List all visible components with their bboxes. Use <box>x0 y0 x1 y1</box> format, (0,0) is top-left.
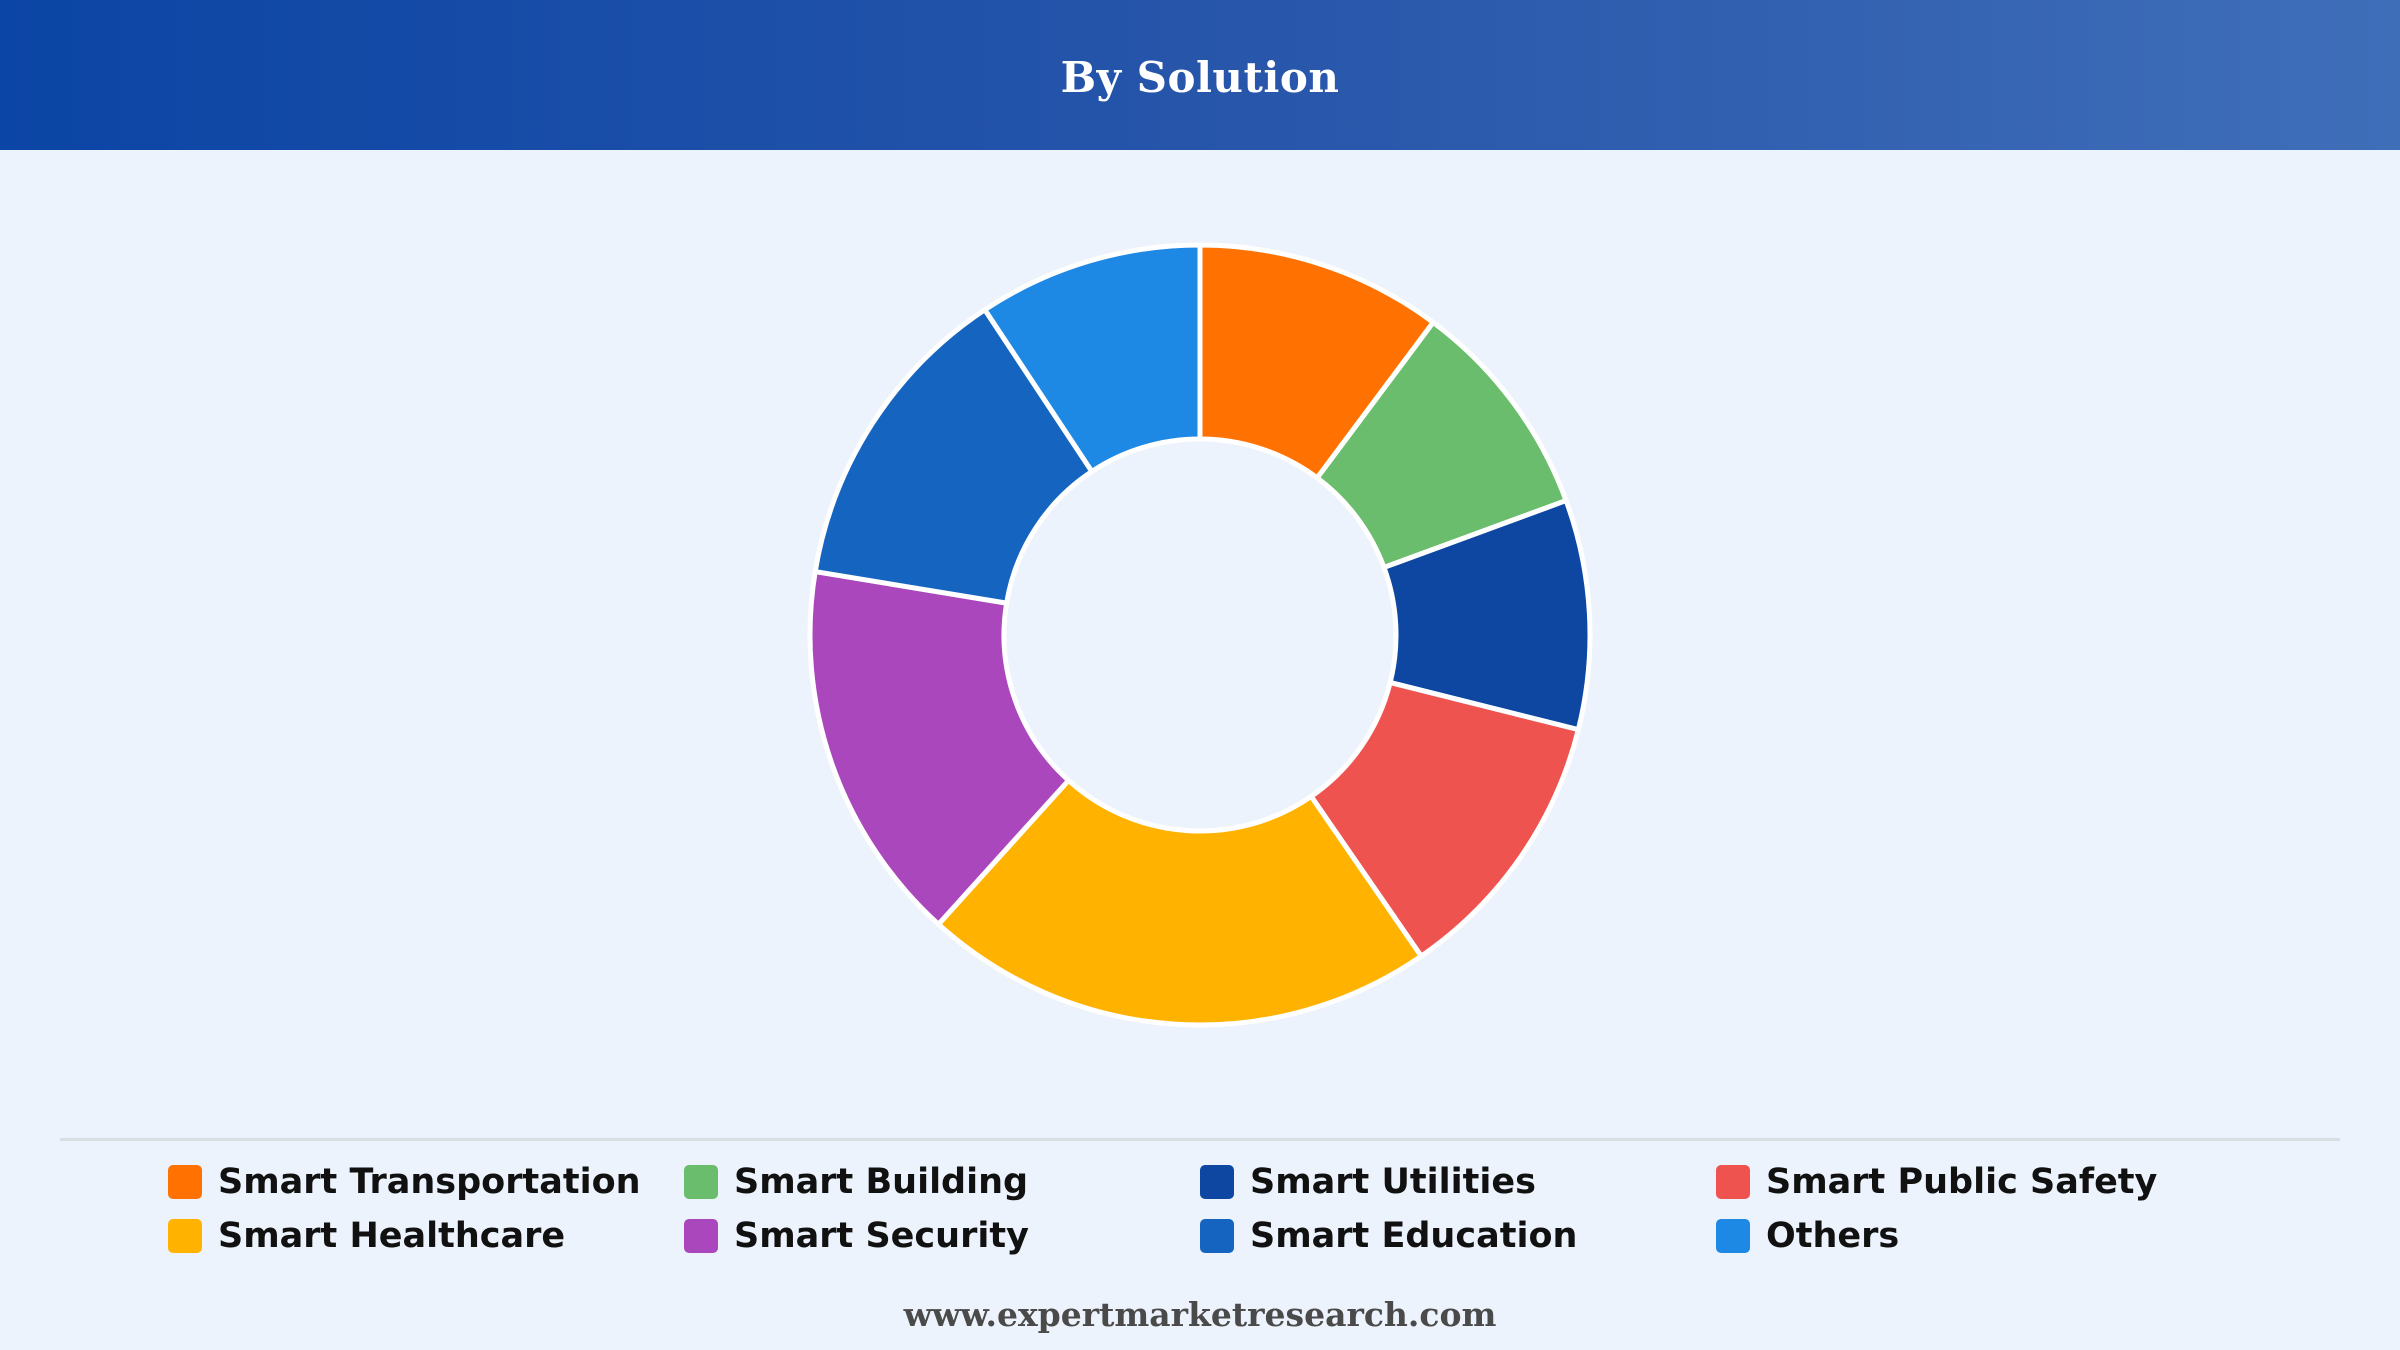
legend-swatch <box>1716 1219 1750 1253</box>
legend-item-smart-healthcare: Smart Healthcare <box>168 1209 684 1263</box>
legend-item-smart-building: Smart Building <box>684 1155 1200 1209</box>
legend-item-smart-utilities: Smart Utilities <box>1200 1155 1716 1209</box>
legend-item-others: Others <box>1716 1209 2232 1263</box>
donut-slice-smart-healthcare <box>935 777 1424 1028</box>
donut-chart <box>807 242 1593 1028</box>
legend-swatch <box>1200 1165 1234 1199</box>
legend-swatch <box>684 1219 718 1253</box>
page-title: By Solution <box>1060 52 1340 102</box>
legend-item-smart-security: Smart Security <box>684 1209 1200 1263</box>
chart-area <box>0 150 2400 1130</box>
legend-swatch <box>168 1165 202 1199</box>
legend-label: Others <box>1766 1216 1900 1256</box>
legend: Smart Transportation Smart Building Smart … <box>168 1155 2268 1265</box>
donut-slice-smart-public-safety <box>1308 680 1581 959</box>
legend-label: Smart Healthcare <box>218 1216 566 1256</box>
legend-label: Smart Building <box>734 1162 1029 1202</box>
legend-label: Smart Public Safety <box>1766 1162 2158 1202</box>
legend-label: Smart Utilities <box>1250 1162 1536 1202</box>
legend-swatch <box>684 1165 718 1199</box>
legend-item-smart-education: Smart Education <box>1200 1209 1716 1263</box>
legend-label: Smart Security <box>734 1216 1029 1256</box>
legend-swatch <box>1200 1219 1234 1253</box>
donut-slice-smart-education <box>812 307 1095 606</box>
legend-swatch <box>1716 1165 1750 1199</box>
footer-website: www.expertmarketresearch.com <box>903 1295 1497 1334</box>
header-bar: By Solution <box>0 0 2400 150</box>
legend-label: Smart Education <box>1250 1216 1578 1256</box>
legend-item-smart-transportation: Smart Transportation <box>168 1155 684 1209</box>
legend-divider <box>60 1138 2340 1141</box>
donut-slice-smart-transportation <box>1197 242 1436 481</box>
legend-swatch <box>168 1219 202 1253</box>
donut-slice-others <box>982 242 1203 475</box>
legend-item-smart-public-safety: Smart Public Safety <box>1716 1155 2232 1209</box>
donut-slice-smart-security <box>807 569 1072 927</box>
legend-label: Smart Transportation <box>218 1162 641 1202</box>
